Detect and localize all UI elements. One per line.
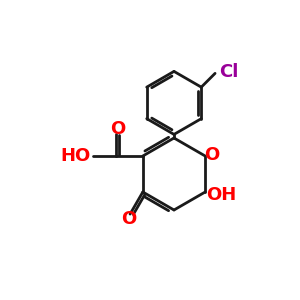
Text: Cl: Cl <box>219 63 238 81</box>
Text: OH: OH <box>206 186 236 204</box>
Text: O: O <box>121 210 136 228</box>
Text: HO: HO <box>60 147 90 165</box>
Text: O: O <box>204 146 219 164</box>
Text: O: O <box>110 120 125 138</box>
